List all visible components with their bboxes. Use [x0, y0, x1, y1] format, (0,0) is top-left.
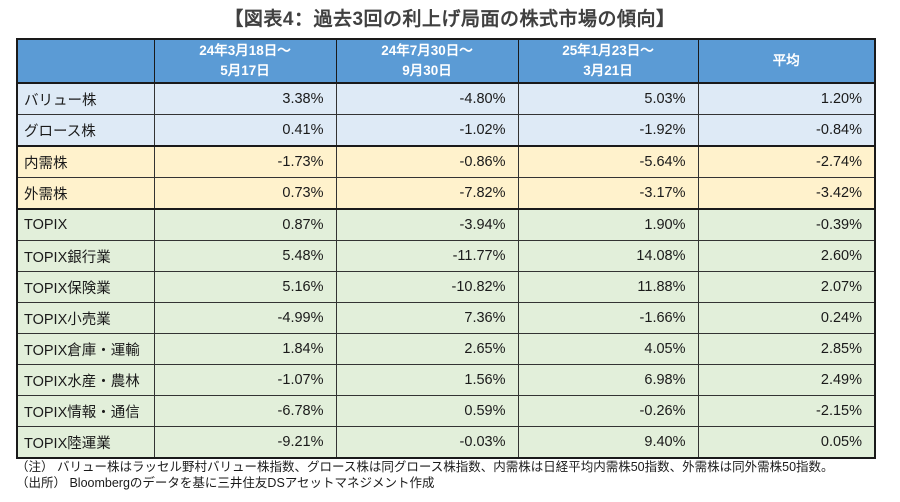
note-line: （注） バリュー株はラッセル野村バリュー株指数、グロース株は同グロース株指数、内…	[16, 460, 834, 474]
value-cell: -0.84%	[697, 114, 876, 147]
table-row: TOPIX水産・農林 -1.07% 1.56% 6.98% 2.49%	[16, 364, 876, 396]
table-row: バリュー株 3.38% -4.80% 5.03% 1.20%	[16, 82, 876, 115]
value-cell: -9.21%	[153, 426, 337, 459]
value-cell: -1.66%	[517, 302, 699, 334]
value-cell: -0.03%	[335, 426, 519, 459]
table-row: TOPIX倉庫・運輸 1.84% 2.65% 4.05% 2.85%	[16, 333, 876, 365]
value-cell: 0.24%	[697, 302, 876, 334]
row-label: TOPIX	[16, 208, 155, 241]
value-cell: 1.84%	[153, 333, 337, 365]
page-title: 【図表4：過去3回の利上げ局面の株式市場の傾向】	[224, 9, 676, 30]
value-cell: -11.77%	[335, 240, 519, 272]
value-cell: 5.03%	[517, 82, 699, 115]
value-cell: -0.26%	[517, 395, 699, 427]
value-cell: 7.36%	[335, 302, 519, 334]
value-cell: -3.42%	[697, 177, 876, 210]
value-cell: 3.38%	[153, 82, 337, 115]
value-cell: 1.90%	[517, 208, 699, 241]
header-period-1: 24年3月18日～ 5月17日	[153, 38, 337, 84]
row-label: TOPIX情報・通信	[16, 395, 155, 427]
value-cell: -5.64%	[517, 145, 699, 178]
value-cell: 14.08%	[517, 240, 699, 272]
value-cell: -1.73%	[153, 145, 337, 178]
header-period-2: 24年7月30日～ 9月30日	[335, 38, 519, 84]
value-cell: 1.56%	[335, 364, 519, 396]
value-cell: 0.05%	[697, 426, 876, 459]
row-label: TOPIX水産・農林	[16, 364, 155, 396]
table-row: 外需株 0.73% -7.82% -3.17% -3.42%	[16, 177, 876, 210]
value-cell: -0.39%	[697, 208, 876, 241]
row-label: バリュー株	[16, 82, 155, 115]
value-cell: 11.88%	[517, 271, 699, 303]
row-label: 内需株	[16, 145, 155, 178]
value-cell: -4.99%	[153, 302, 337, 334]
table-row: グロース株 0.41% -1.02% -1.92% -0.84%	[16, 114, 876, 147]
value-cell: -2.15%	[697, 395, 876, 427]
row-label: グロース株	[16, 114, 155, 147]
value-cell: 2.49%	[697, 364, 876, 396]
value-cell: -10.82%	[335, 271, 519, 303]
value-cell: 5.48%	[153, 240, 337, 272]
value-cell: -3.17%	[517, 177, 699, 210]
value-cell: 0.87%	[153, 208, 337, 241]
header-empty-cell	[16, 38, 155, 84]
table-row: 内需株 -1.73% -0.86% -5.64% -2.74%	[16, 145, 876, 178]
value-cell: -0.86%	[335, 145, 519, 178]
table-row: TOPIX銀行業 5.48% -11.77% 14.08% 2.60%	[16, 240, 876, 272]
value-cell: 2.65%	[335, 333, 519, 365]
value-cell: 2.85%	[697, 333, 876, 365]
table-row: TOPIX情報・通信 -6.78% 0.59% -0.26% -2.15%	[16, 395, 876, 427]
value-cell: -7.82%	[335, 177, 519, 210]
row-label: 外需株	[16, 177, 155, 210]
header-period-4: 平均	[697, 38, 876, 84]
value-cell: 0.41%	[153, 114, 337, 147]
header-row: 24年3月18日～ 5月17日 24年7月30日～ 9月30日 25年1月23日～ 3月2…	[16, 38, 876, 84]
value-cell: 5.16%	[153, 271, 337, 303]
table-body: バリュー株 3.38% -4.80% 5.03% 1.20% グロース株 0.41% -1.0…	[16, 82, 876, 459]
value-cell: -1.92%	[517, 114, 699, 147]
value-cell: -6.78%	[153, 395, 337, 427]
value-cell: 0.59%	[335, 395, 519, 427]
value-cell: -1.07%	[153, 364, 337, 396]
footnotes: （注） バリュー株はラッセル野村バリュー株指数、グロース株は同グロース株指数、内…	[16, 459, 834, 491]
rate-hike-performance-table: 24年3月18日～ 5月17日 24年7月30日～ 9月30日 25年1月23日～ 3月2…	[16, 38, 876, 459]
value-cell: 9.40%	[517, 426, 699, 459]
table-row: TOPIX小売業 -4.99% 7.36% -1.66% 0.24%	[16, 302, 876, 334]
row-label: TOPIX銀行業	[16, 240, 155, 272]
value-cell: 6.98%	[517, 364, 699, 396]
value-cell: 2.07%	[697, 271, 876, 303]
value-cell: 0.73%	[153, 177, 337, 210]
table-row: TOPIX保険業 5.16% -10.82% 11.88% 2.07%	[16, 271, 876, 303]
row-label: TOPIX陸運業	[16, 426, 155, 459]
source-line: （出所） Bloombergのデータを基に三井住友DSアセットマネジメント作成	[16, 476, 435, 490]
value-cell: 4.05%	[517, 333, 699, 365]
table-row: TOPIX陸運業 -9.21% -0.03% 9.40% 0.05%	[16, 426, 876, 459]
row-label: TOPIX倉庫・運輸	[16, 333, 155, 365]
row-label: TOPIX小売業	[16, 302, 155, 334]
row-label: TOPIX保険業	[16, 271, 155, 303]
header-period-3: 25年1月23日～ 3月21日	[517, 38, 699, 84]
value-cell: -2.74%	[697, 145, 876, 178]
value-cell: -3.94%	[335, 208, 519, 241]
table-row: TOPIX 0.87% -3.94% 1.90% -0.39%	[16, 208, 876, 241]
value-cell: -4.80%	[335, 82, 519, 115]
value-cell: 1.20%	[697, 82, 876, 115]
table-header: 24年3月18日～ 5月17日 24年7月30日～ 9月30日 25年1月23日～ 3月2…	[16, 38, 876, 84]
value-cell: 2.60%	[697, 240, 876, 272]
value-cell: -1.02%	[335, 114, 519, 147]
